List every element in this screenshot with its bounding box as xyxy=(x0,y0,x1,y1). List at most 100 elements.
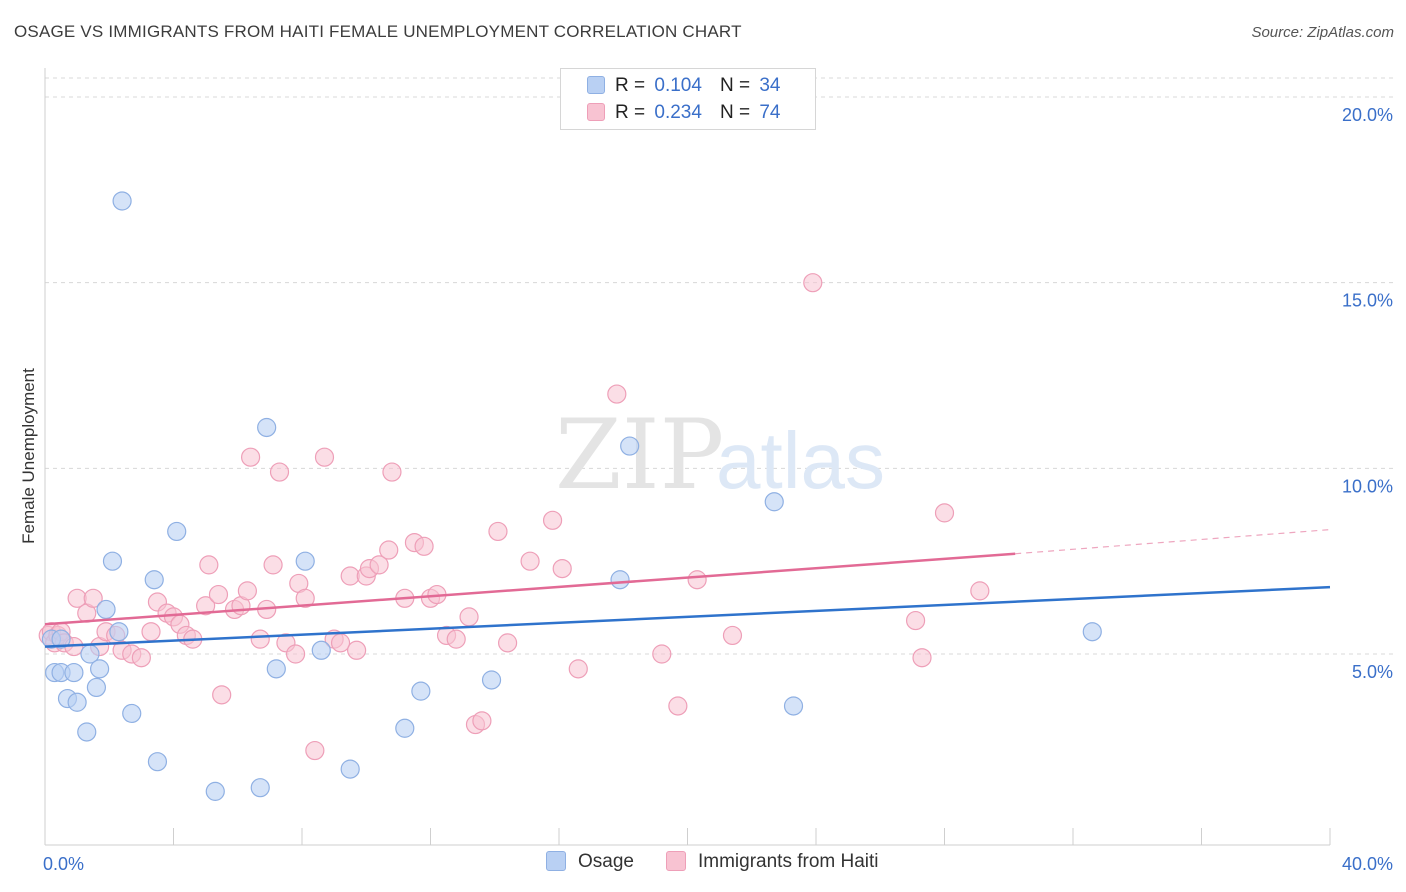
legend-swatch-haiti xyxy=(587,103,605,121)
osage-point xyxy=(90,659,110,679)
osage-point xyxy=(86,677,107,698)
grid-lines xyxy=(45,77,1393,655)
osage-point xyxy=(295,551,315,571)
y-tick-label: 20.0% xyxy=(1342,105,1393,125)
osage-point xyxy=(64,662,84,683)
haiti-point xyxy=(552,558,572,579)
osage-point xyxy=(411,681,431,701)
axis-labels: 5.0% 10.0% 15.0% 20.0% 0.0% 40.0% Female Unemp… xyxy=(19,105,1393,874)
osage-point xyxy=(783,696,804,716)
haiti-trend-line xyxy=(44,552,1016,626)
legend-n-value: 34 xyxy=(759,75,781,96)
osage-point xyxy=(144,570,164,590)
haiti-point xyxy=(340,566,360,586)
osage-point xyxy=(311,640,331,660)
haiti-point xyxy=(314,447,335,467)
haiti-point xyxy=(369,555,389,575)
haiti-point xyxy=(305,740,325,761)
haiti-point xyxy=(196,596,216,616)
y-axis-label: Female Unemployment xyxy=(19,368,38,544)
haiti-point xyxy=(212,685,232,705)
osage-point xyxy=(122,703,142,724)
osage-trend-line xyxy=(44,585,1331,648)
bottom-legend-label-haiti: Immigrants from Haiti xyxy=(698,851,879,872)
y-tick-label: 15.0% xyxy=(1342,291,1393,311)
haiti-point xyxy=(652,644,672,664)
haiti-point xyxy=(542,510,563,530)
haiti-point xyxy=(131,648,151,668)
haiti-point xyxy=(330,633,351,653)
bottom-legend-swatch-osage xyxy=(546,851,566,871)
haiti-point xyxy=(295,588,315,608)
legend-row-osage: R = 0.104 N = 34 xyxy=(587,75,780,99)
haiti-point xyxy=(687,570,707,590)
osage-point xyxy=(257,417,277,438)
osage-point xyxy=(102,551,123,571)
trend-lines xyxy=(44,529,1331,648)
osage-point xyxy=(250,778,270,798)
osage-point xyxy=(266,659,286,679)
legend-swatch-osage xyxy=(587,76,605,94)
haiti-point xyxy=(934,503,955,523)
haiti-point xyxy=(722,625,743,646)
osage-point xyxy=(205,781,225,801)
haiti-point xyxy=(905,610,926,631)
haiti-point xyxy=(446,629,466,649)
osage-point xyxy=(112,191,132,211)
legend-r-value: 0.234 xyxy=(654,102,702,123)
osage-point xyxy=(147,752,168,772)
y-tick-label: 10.0% xyxy=(1342,476,1393,496)
legend-r-label: R = xyxy=(615,102,646,123)
watermark-atlas: atlas xyxy=(716,416,885,505)
haiti-point xyxy=(607,384,627,404)
bottom-legend-swatch-haiti xyxy=(666,851,686,871)
series-haiti-points xyxy=(38,273,990,761)
osage-point xyxy=(96,599,116,620)
haiti-point xyxy=(382,462,402,482)
haiti-trend-extension xyxy=(1015,529,1331,555)
x-tick-label-min: 0.0% xyxy=(43,854,84,874)
watermark: ZIP atlas xyxy=(555,399,885,511)
bottom-legend-label-osage: Osage xyxy=(578,851,634,872)
haiti-point xyxy=(237,581,257,601)
legend-row-haiti: R = 0.234 N = 74 xyxy=(587,102,780,126)
osage-point xyxy=(77,722,97,742)
osage-point xyxy=(764,492,784,512)
haiti-point xyxy=(250,629,270,649)
osage-point xyxy=(395,718,415,738)
haiti-point xyxy=(241,447,261,467)
haiti-point xyxy=(379,540,399,560)
osage-point xyxy=(167,521,187,542)
legend-n-label: N = xyxy=(719,75,751,96)
haiti-point xyxy=(970,581,990,601)
legend-n-value: 74 xyxy=(759,102,781,123)
osage-point xyxy=(481,670,502,690)
haiti-point xyxy=(472,711,492,731)
source-label: Source: ZipAtlas.com xyxy=(1251,24,1394,41)
haiti-point xyxy=(803,273,823,293)
haiti-point xyxy=(83,588,103,608)
haiti-point xyxy=(414,536,434,556)
osage-point xyxy=(51,629,71,649)
legend-r-value: 0.104 xyxy=(654,75,702,96)
haiti-point xyxy=(199,555,219,575)
haiti-point xyxy=(498,633,518,653)
haiti-point xyxy=(141,622,161,642)
osage-point xyxy=(67,692,87,712)
osage-point xyxy=(610,570,630,590)
haiti-point xyxy=(285,644,306,664)
haiti-point xyxy=(269,462,290,482)
bottom-legend-osage: Osage xyxy=(546,851,634,873)
haiti-point xyxy=(208,584,229,605)
haiti-point xyxy=(568,659,588,679)
legend-r-label: R = xyxy=(615,75,646,96)
osage-point xyxy=(109,622,129,642)
series-osage-points xyxy=(41,191,1102,801)
watermark-zip: ZIP xyxy=(555,399,724,511)
osage-point xyxy=(340,759,360,779)
osage-point xyxy=(1082,622,1102,642)
stats-legend: R = 0.104 N = 34 R = 0.234 N = 74 xyxy=(560,68,816,130)
bottom-legend-haiti: Immigrants from Haiti xyxy=(666,851,879,873)
haiti-point xyxy=(488,521,508,542)
